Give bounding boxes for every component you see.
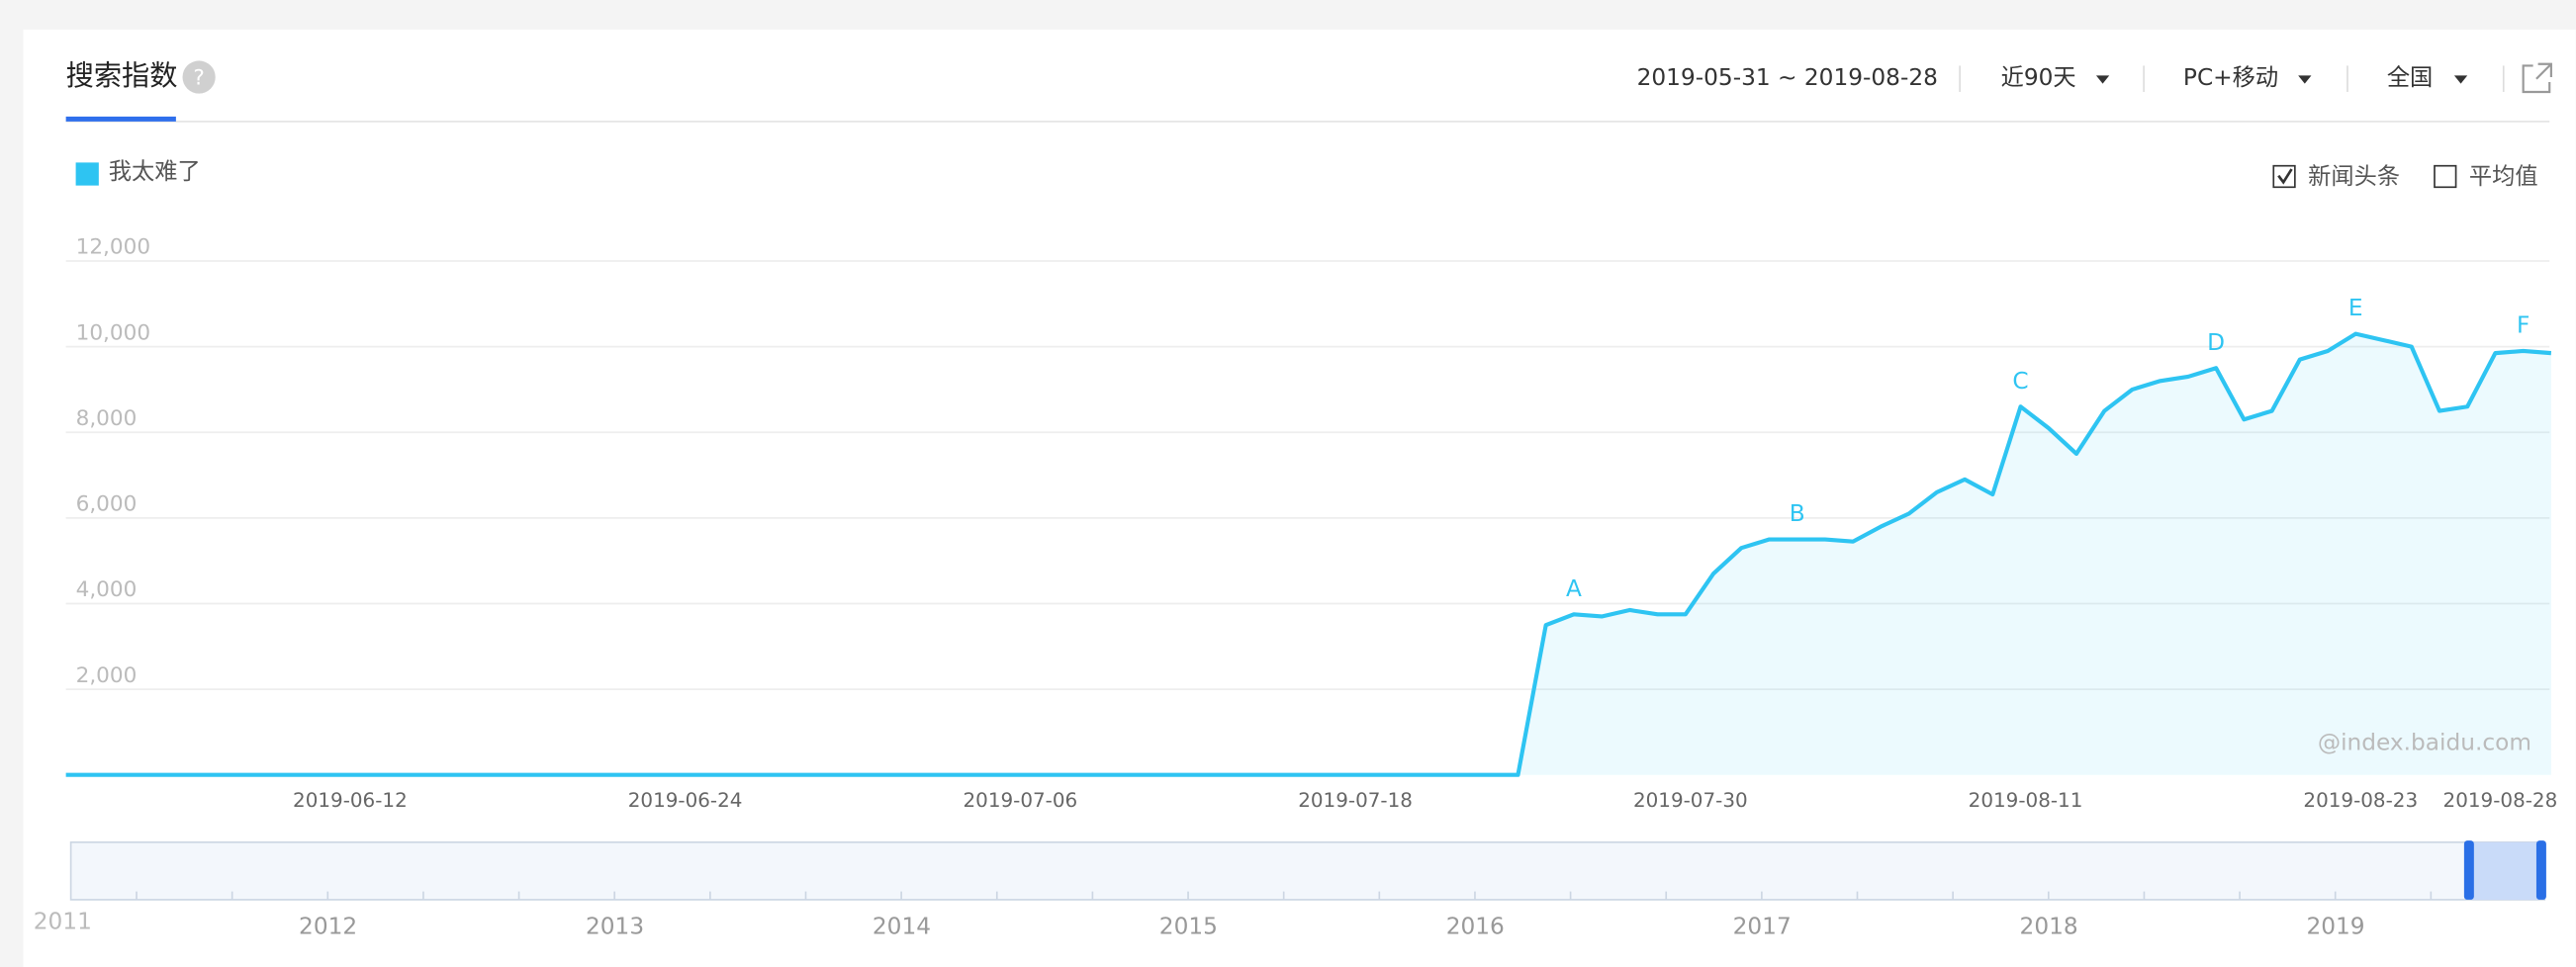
news-label[interactable]: 新闻头条	[2308, 163, 2400, 190]
external-link-icon[interactable]	[2522, 62, 2552, 94]
x-tick-label: 2019-06-24	[628, 789, 743, 812]
navigator-year: 2015	[1159, 914, 1218, 940]
region-select[interactable]: 全国	[2387, 64, 2433, 91]
x-tick-label: 2019-08-11	[1969, 789, 2083, 812]
caret	[2298, 75, 2312, 84]
navigator-year: 2017	[1733, 914, 1792, 940]
help-text: ?	[193, 66, 204, 91]
y-tick-label: 2,000	[76, 663, 138, 688]
period-select[interactable]: 近90天	[2001, 64, 2076, 91]
card	[23, 29, 2576, 967]
navigator-year: 2012	[299, 914, 357, 940]
caret	[2453, 75, 2468, 84]
y-tick-label: 6,000	[76, 492, 138, 517]
navigator-year: 2011	[34, 909, 92, 935]
caret	[2095, 75, 2110, 84]
tab-title[interactable]: 搜索指数	[66, 59, 178, 92]
checkmark	[2277, 168, 2293, 185]
plot: 2,000 4,000 6,000 8,000 10,000 12,000 2019-06-…	[65, 235, 2558, 812]
annotation: F	[2517, 312, 2530, 339]
help-icon[interactable]	[182, 60, 216, 94]
x-tick-label: 2019-07-30	[1633, 789, 1748, 812]
x-tick-label: 2019-07-18	[1298, 789, 1413, 812]
annotation: D	[2207, 329, 2225, 356]
date-range[interactable]: 2019-05-31 ~ 2019-08-28	[1637, 64, 1938, 91]
annotation: A	[1566, 575, 1582, 602]
annotation: E	[2348, 295, 2363, 321]
navigator-axis: 2011 2012 2013 2014 2015 2016 2017 2018 2019	[34, 891, 2528, 940]
navigator-handle[interactable]	[2535, 840, 2546, 900]
navigator-year: 2016	[1446, 914, 1505, 940]
navigator-handle[interactable]	[2463, 840, 2474, 900]
navigator-year: 2018	[2020, 914, 2078, 940]
navigator-selection[interactable]	[2468, 841, 2541, 900]
watermark: @index.baidu.com	[2318, 730, 2531, 756]
navigator-year: 2013	[586, 914, 644, 940]
y-tick-label: 8,000	[76, 406, 138, 431]
data-line	[65, 331, 2552, 777]
navigator[interactable]	[69, 840, 2546, 901]
average-checkbox[interactable]	[2434, 164, 2457, 189]
tab-underline	[65, 116, 176, 122]
device-select[interactable]: PC+移动	[2183, 64, 2278, 91]
annotation: B	[1790, 500, 1805, 527]
navigator-year: 2014	[873, 914, 931, 940]
legend-swatch	[75, 162, 99, 186]
average-label[interactable]: 平均值	[2469, 163, 2538, 190]
x-tick-label: 2019-07-06	[964, 789, 1078, 812]
x-tick-label: 2019-08-23	[2303, 789, 2418, 812]
annotation: C	[2012, 368, 2028, 395]
navigator-year: 2019	[2306, 914, 2364, 940]
y-tick-label: 10,000	[76, 320, 151, 345]
y-tick-label: 4,000	[76, 577, 138, 602]
y-tick-label: 12,000	[76, 235, 151, 260]
x-tick-label: 2019-08-28	[2443, 789, 2558, 812]
news-checkbox[interactable]	[2272, 164, 2296, 189]
legend-label[interactable]: 我太难了	[109, 158, 201, 185]
area-fill	[65, 333, 2551, 775]
x-tick-label: 2019-06-12	[293, 789, 408, 812]
